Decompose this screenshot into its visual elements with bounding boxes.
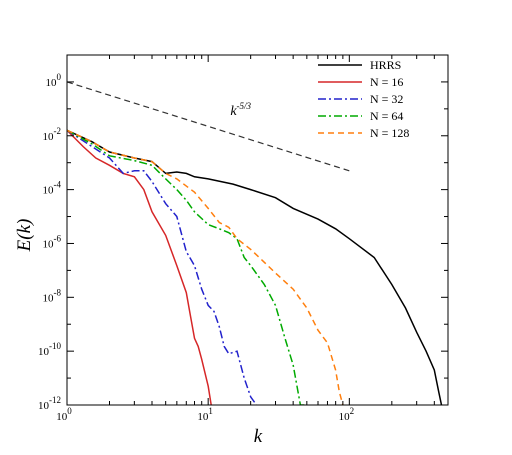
- series-line-n-32: [67, 129, 258, 405]
- y-tick-label: 10-12: [38, 395, 61, 412]
- x-tick-label: 102: [339, 406, 355, 423]
- series-line-hrrs: [67, 129, 443, 405]
- y-tick-label: 10-6: [43, 233, 62, 250]
- x-tick-label: 101: [197, 406, 213, 423]
- y-tick-label: 10-4: [43, 180, 62, 197]
- legend-label-n-16: N = 16: [370, 75, 403, 89]
- plot-area: k-5/3: [67, 81, 443, 405]
- series-line-n-16: [67, 129, 212, 405]
- axes: 100 101 102 10-12 10-10 10-8 10-6 10-4 10-2 100: [38, 54, 449, 423]
- series-line-n-128: [67, 129, 344, 405]
- legend-label-n-32: N = 32: [370, 92, 403, 106]
- legend-label-n-64: N = 64: [370, 109, 403, 123]
- slope-annotation: k-5/3: [230, 101, 251, 119]
- x-axis-label: k: [254, 426, 263, 447]
- legend: HRRS N = 16 N = 32 N = 64 N = 128: [318, 58, 409, 140]
- plot-frame: [66, 54, 449, 406]
- y-tick-label: 10-10: [38, 341, 61, 358]
- y-axis-label: E(k): [14, 219, 35, 253]
- legend-label-n-128: N = 128: [370, 126, 409, 140]
- series-line-n-64: [67, 129, 305, 405]
- x-tick-label: 100: [56, 406, 72, 423]
- legend-label-hrrs: HRRS: [370, 58, 401, 72]
- y-tick-label: 10-2: [43, 126, 62, 143]
- y-tick-label: 100: [46, 72, 62, 89]
- y-tick-label: 10-8: [43, 287, 62, 304]
